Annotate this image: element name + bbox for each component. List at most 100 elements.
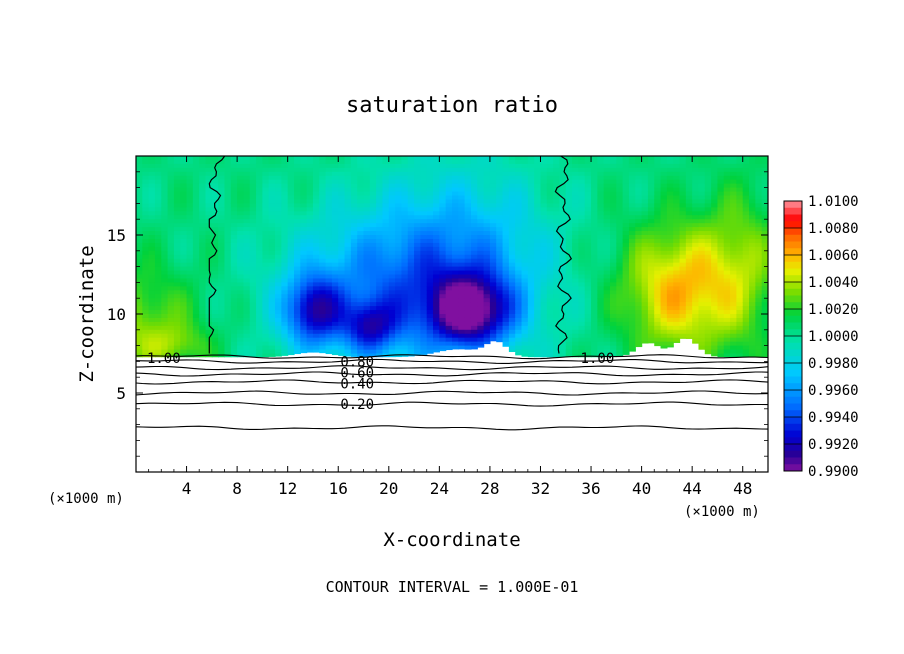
field-cell bbox=[464, 191, 472, 197]
field-cell bbox=[154, 294, 162, 299]
field-cell bbox=[148, 191, 156, 197]
field-cell bbox=[616, 325, 624, 331]
field-cell bbox=[452, 250, 459, 256]
field-cell bbox=[161, 195, 169, 201]
field-cell bbox=[268, 171, 276, 177]
field-cell bbox=[426, 175, 434, 181]
field-cell bbox=[673, 191, 681, 197]
field-cell bbox=[167, 167, 175, 173]
field-cell bbox=[660, 298, 668, 303]
field-cell bbox=[256, 183, 263, 189]
field-cell bbox=[249, 156, 257, 161]
field-cell bbox=[388, 306, 396, 311]
field-cell bbox=[515, 187, 523, 193]
field-cell bbox=[142, 215, 150, 220]
field-cell bbox=[610, 302, 617, 307]
field-cell bbox=[578, 298, 586, 303]
field-cell bbox=[363, 258, 371, 264]
field-cell bbox=[628, 231, 636, 236]
field-cell bbox=[584, 258, 592, 264]
field-cell bbox=[692, 254, 700, 260]
field-cell bbox=[445, 302, 453, 307]
field-cell bbox=[388, 223, 396, 228]
field-cell bbox=[199, 274, 207, 280]
field-cell bbox=[136, 250, 143, 256]
field-cell bbox=[331, 167, 339, 173]
field-cell bbox=[300, 156, 308, 161]
field-cell bbox=[540, 227, 548, 232]
field-cell bbox=[224, 270, 232, 276]
field-cell bbox=[559, 175, 567, 181]
field-cell bbox=[654, 314, 662, 319]
field-cell bbox=[388, 290, 396, 295]
field-cell bbox=[559, 199, 567, 204]
field-cell bbox=[312, 242, 320, 248]
field-cell bbox=[350, 199, 358, 204]
field-cell bbox=[319, 207, 327, 212]
field-cell bbox=[281, 211, 289, 216]
field-cell bbox=[597, 211, 605, 216]
field-cell bbox=[464, 175, 472, 181]
field-cell bbox=[218, 219, 226, 224]
field-cell bbox=[319, 238, 327, 244]
field-cell bbox=[458, 341, 466, 347]
field-cell bbox=[445, 294, 453, 299]
field-cell bbox=[704, 250, 712, 256]
field-cell bbox=[167, 246, 175, 252]
field-cell bbox=[559, 171, 567, 177]
field-cell bbox=[730, 329, 737, 335]
field-cell bbox=[711, 262, 719, 268]
field-cell bbox=[300, 314, 308, 319]
field-cell bbox=[540, 175, 548, 181]
field-cell bbox=[439, 207, 447, 212]
field-cell bbox=[256, 321, 263, 327]
field-cell bbox=[628, 223, 636, 228]
field-cell bbox=[243, 349, 251, 355]
field-cell bbox=[281, 302, 289, 307]
field-cell bbox=[610, 321, 617, 327]
field-cell bbox=[426, 167, 434, 173]
field-cell bbox=[635, 235, 643, 240]
field-cell bbox=[742, 175, 750, 181]
field-cell bbox=[167, 191, 175, 197]
field-cell bbox=[256, 231, 263, 236]
field-cell bbox=[654, 246, 662, 252]
field-cell bbox=[698, 270, 706, 276]
field-cell bbox=[256, 250, 263, 256]
field-cell bbox=[527, 286, 535, 291]
field-cell bbox=[591, 314, 598, 319]
field-cell bbox=[527, 329, 535, 335]
field-cell bbox=[458, 246, 466, 252]
field-cell bbox=[142, 231, 150, 236]
field-cell bbox=[268, 195, 276, 201]
field-cell bbox=[439, 203, 447, 208]
field-cell bbox=[319, 258, 327, 264]
field-cell bbox=[647, 223, 655, 228]
field-cell bbox=[654, 317, 662, 323]
field-cell bbox=[622, 183, 630, 189]
field-cell bbox=[369, 219, 377, 224]
field-cell bbox=[388, 294, 396, 299]
field-cell bbox=[136, 246, 143, 252]
field-cell bbox=[256, 223, 263, 228]
field-cell bbox=[433, 337, 440, 343]
field-cell bbox=[540, 325, 548, 331]
field-cell bbox=[622, 199, 630, 204]
field-cell bbox=[546, 317, 554, 323]
field-cell bbox=[382, 286, 390, 291]
field-cell bbox=[546, 211, 554, 216]
field-cell bbox=[369, 187, 377, 193]
field-cell bbox=[420, 223, 428, 228]
field-cell bbox=[489, 195, 497, 201]
field-cell bbox=[407, 321, 415, 327]
field-cell bbox=[294, 207, 301, 212]
field-cell bbox=[723, 270, 731, 276]
field-cell bbox=[186, 262, 194, 268]
field-cell bbox=[508, 242, 516, 248]
field-cell bbox=[622, 254, 630, 260]
field-cell bbox=[414, 199, 421, 204]
field-cell bbox=[287, 321, 295, 327]
field-cell bbox=[154, 199, 162, 204]
field-cell bbox=[616, 203, 624, 208]
field-cell bbox=[610, 215, 617, 220]
